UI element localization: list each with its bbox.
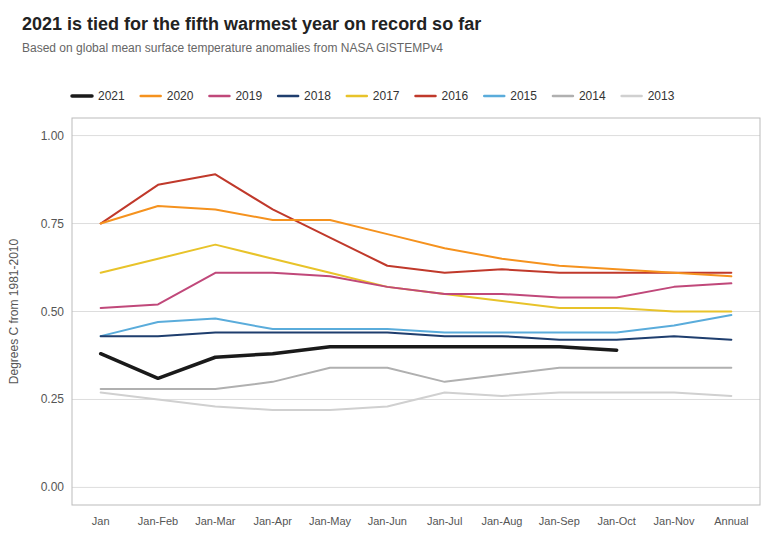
x-tick-label: Jan-Feb bbox=[138, 515, 178, 527]
x-tick-label: Jan-May bbox=[309, 515, 352, 527]
x-tick-label: Jan-Jul bbox=[427, 515, 462, 527]
x-tick-label: Jan bbox=[92, 515, 110, 527]
subtitle: Based on global mean surface temperature… bbox=[22, 41, 443, 55]
lines bbox=[101, 174, 732, 410]
legend-swatch bbox=[416, 95, 436, 98]
legend-swatch bbox=[72, 94, 92, 98]
grid-line bbox=[72, 223, 760, 224]
legend-label: 2013 bbox=[648, 89, 675, 103]
series-line bbox=[101, 245, 732, 312]
y-tick-label: 0.00 bbox=[41, 480, 65, 494]
series-line bbox=[101, 174, 732, 273]
series-line bbox=[101, 347, 617, 379]
legend-label: 2016 bbox=[442, 89, 469, 103]
legend-label: 2017 bbox=[373, 89, 400, 103]
y-axis-label: Degrees C from 1981-2010 bbox=[7, 238, 21, 384]
legend-swatch bbox=[347, 95, 367, 98]
legend-swatch bbox=[141, 95, 161, 98]
legend-label: 2015 bbox=[510, 89, 537, 103]
series-line bbox=[101, 273, 732, 308]
series-line bbox=[101, 206, 732, 276]
legend-swatch bbox=[278, 95, 298, 98]
x-tick-label: Jan-Apr bbox=[253, 515, 292, 527]
grid-line bbox=[72, 135, 760, 136]
x-tick-label: Jan-Aug bbox=[482, 515, 523, 527]
x-tick-label: Annual bbox=[714, 515, 748, 527]
legend-label: 2019 bbox=[235, 89, 262, 103]
legend-swatch bbox=[484, 95, 504, 98]
x-tick-label: Jan-Mar bbox=[195, 515, 236, 527]
series-line bbox=[101, 333, 732, 340]
x-tick-label: Jan-Jun bbox=[368, 515, 407, 527]
legend-swatch bbox=[622, 95, 642, 98]
y-tick-label: 1.00 bbox=[41, 129, 65, 143]
y-tick-label: 0.50 bbox=[41, 305, 65, 319]
y-tick-label: 0.75 bbox=[41, 217, 65, 231]
legend: 2021 2020 2019 2018 2017 2016 2015 2014 2013 bbox=[72, 89, 675, 103]
x-tick-label: Jan-Sep bbox=[539, 515, 580, 527]
grid-line bbox=[72, 487, 760, 488]
legend-label: 2018 bbox=[304, 89, 331, 103]
legend-label: 2014 bbox=[579, 89, 606, 103]
chart: 2021 is tied for the fifth warmest year … bbox=[0, 0, 780, 545]
x-tick-label: Jan-Oct bbox=[597, 515, 636, 527]
y-axis: 0.00 0.25 0.50 0.75 1.00 bbox=[41, 129, 760, 495]
legend-label: 2020 bbox=[167, 89, 194, 103]
legend-label: 2021 bbox=[98, 89, 125, 103]
y-tick-label: 0.25 bbox=[41, 392, 65, 406]
series-line bbox=[101, 392, 732, 410]
legend-swatch bbox=[209, 95, 229, 98]
x-tick-label: Jan-Nov bbox=[654, 515, 695, 527]
series-line bbox=[101, 368, 732, 389]
legend-swatch bbox=[553, 95, 573, 98]
title: 2021 is tied for the fifth warmest year … bbox=[22, 14, 481, 34]
x-axis: Jan Jan-Feb Jan-Mar Jan-Apr Jan-May Jan-Jun Ja… bbox=[92, 515, 749, 527]
plot-frame bbox=[72, 118, 760, 505]
